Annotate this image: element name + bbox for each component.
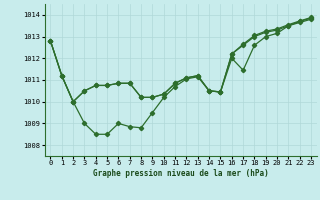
X-axis label: Graphe pression niveau de la mer (hPa): Graphe pression niveau de la mer (hPa) — [93, 169, 269, 178]
